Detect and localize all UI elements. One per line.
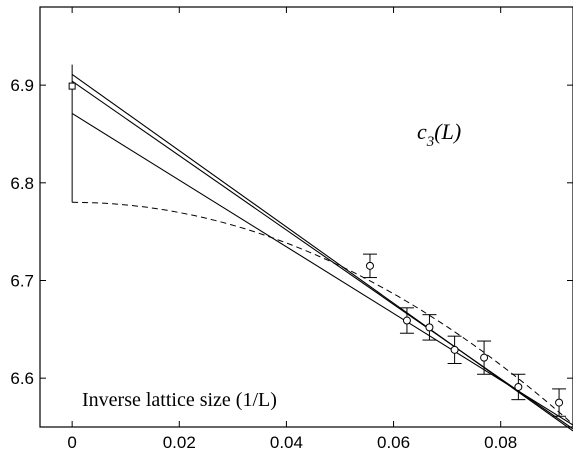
data-point [425,323,434,332]
data-point-square [68,82,76,90]
dashed-curve-path [72,201,573,425]
y-tick-label: 6.7 [10,271,34,290]
axes-frame [39,6,573,428]
x-tick-label: 0.08 [484,433,517,452]
data-point [365,261,374,270]
data-points [68,82,567,417]
data-point [555,398,564,407]
fit-line [71,112,573,426]
fit-lines [71,73,573,432]
y-tick-labels: 6.6 6.7 6.8 6.9 [10,76,34,388]
curve-label-sub: 3 [426,134,435,150]
x-tick-labels: 0 0.02 0.04 0.06 0.08 [67,433,517,452]
fit-line [71,80,573,430]
x-tick-label: 0.04 [270,433,303,452]
y-tick-label: 6.6 [10,369,34,388]
plot-axes [39,6,573,428]
dashed-curve [72,201,573,425]
axis-ticks [40,7,573,427]
x-tick-label: 0 [67,433,76,452]
data-point [514,382,523,391]
curve-label-main: c [417,119,427,144]
data-point [450,345,459,354]
y-tick-label: 6.9 [10,76,34,95]
curve-label: c3(L) [417,119,461,150]
y-tick-label: 6.8 [10,174,34,193]
x-tick-label: 0.06 [377,433,410,452]
curve-label-tail: (L) [434,119,461,144]
x-tick-label: 0.02 [163,433,196,452]
data-point [480,353,489,362]
data-point [402,316,411,325]
x-axis-label: Inverse lattice size (1/L) [82,389,277,411]
